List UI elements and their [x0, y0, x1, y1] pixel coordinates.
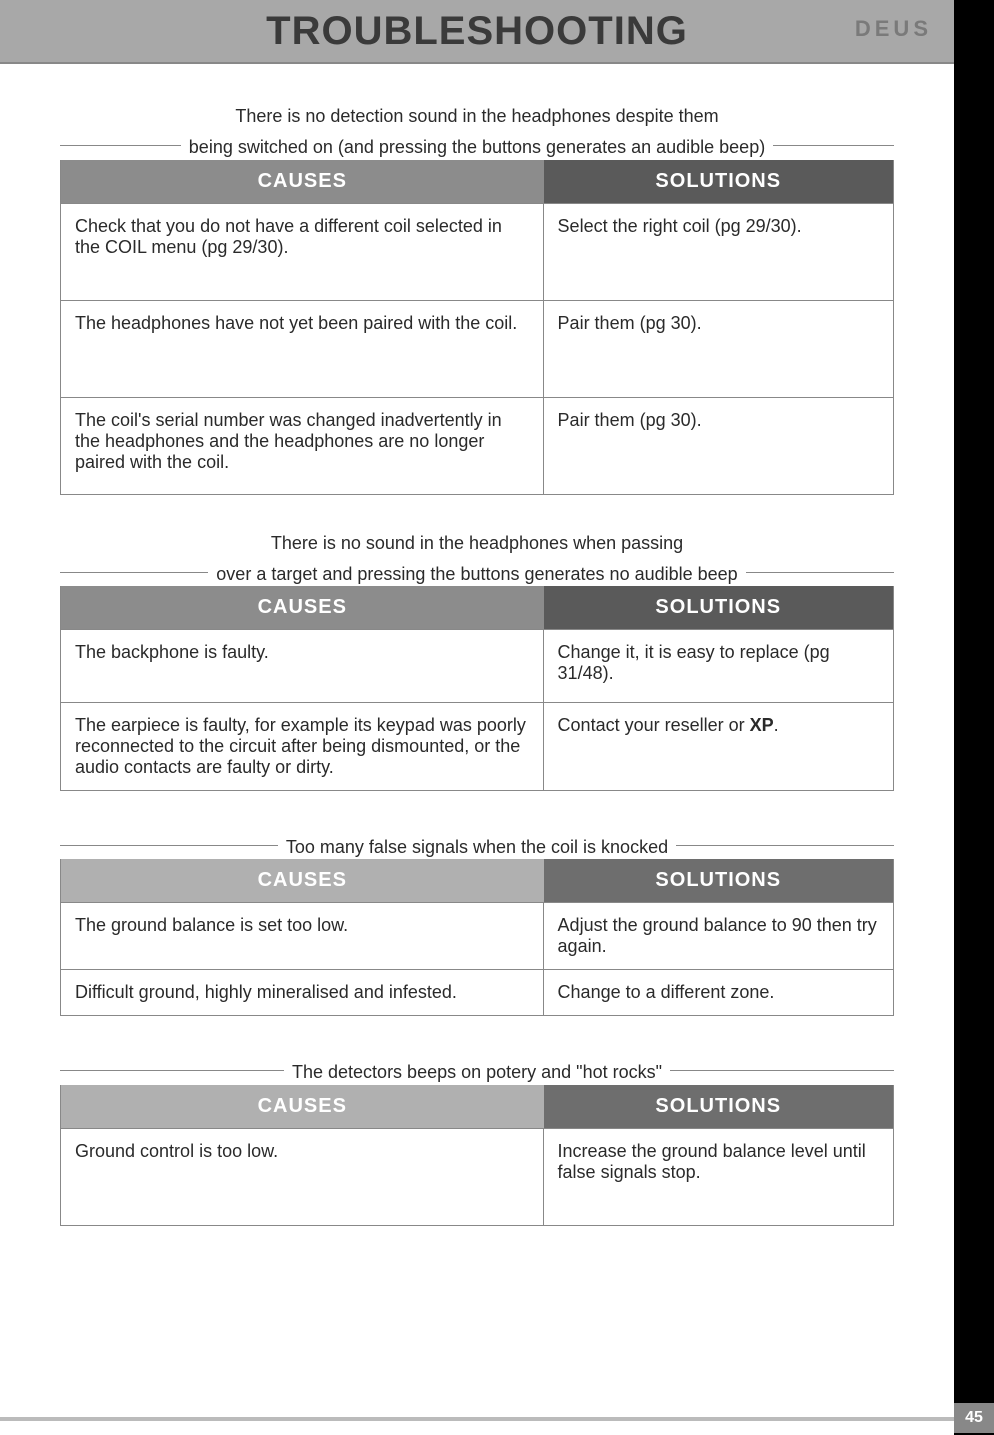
table-row: Difficult ground, highly mineralised and…	[61, 969, 893, 1015]
section-title-wrap: There is no sound in the headphones when…	[60, 531, 894, 555]
footer-bar	[0, 1417, 954, 1421]
header-bar: TROUBLESHOOTING DEUS	[0, 0, 954, 64]
solution-cell: Pair them (pg 30).	[544, 398, 893, 494]
solution-cell: Select the right coil (pg 29/30).	[544, 204, 893, 300]
section-title-line2: being switched on (and pressing the butt…	[181, 135, 773, 159]
table-row: The earpiece is faulty, for example its …	[61, 702, 893, 790]
col-header-solutions: SOLUTIONS	[544, 1085, 893, 1128]
solution-cell: Contact your reseller or XP.	[544, 703, 893, 790]
section-title: The detectors beeps on potery and "hot r…	[284, 1060, 670, 1084]
section-title-line2: over a target and pressing the buttons g…	[208, 562, 745, 586]
section-title-line1: There is no detection sound in the headp…	[235, 106, 718, 126]
col-header-causes: CAUSES	[61, 859, 544, 902]
cause-cell: Difficult ground, highly mineralised and…	[61, 970, 544, 1015]
section-false-signals: Too many false signals when the coil is …	[60, 827, 894, 1016]
solution-cell: Increase the ground balance level until …	[544, 1129, 893, 1225]
solution-cell: Change it, it is easy to replace (pg 31/…	[544, 630, 893, 702]
troubleshooting-table: CAUSES SOLUTIONS Ground control is too l…	[60, 1085, 894, 1226]
col-header-causes: CAUSES	[61, 1085, 544, 1128]
table-header-row: CAUSES SOLUTIONS	[61, 859, 893, 902]
cause-cell: The ground balance is set too low.	[61, 903, 544, 969]
section-title-line2-wrap: over a target and pressing the buttons g…	[60, 554, 894, 586]
table-header-row: CAUSES SOLUTIONS	[61, 160, 893, 203]
solution-text-pre: Contact your reseller or	[558, 715, 750, 735]
section-title: There is no detection sound in the headp…	[227, 104, 726, 128]
page-title: TROUBLESHOOTING	[266, 9, 688, 54]
col-header-solutions: SOLUTIONS	[544, 586, 893, 629]
solution-cell: Pair them (pg 30).	[544, 301, 893, 397]
section-no-detection-sound: There is no detection sound in the headp…	[60, 104, 894, 495]
col-header-solutions: SOLUTIONS	[544, 160, 893, 203]
solution-text-bold: XP	[750, 715, 774, 735]
right-black-bar	[954, 0, 994, 1435]
table-row: The backphone is faulty. Change it, it i…	[61, 629, 893, 702]
col-header-causes: CAUSES	[61, 586, 544, 629]
solution-cell: Adjust the ground balance to 90 then try…	[544, 903, 893, 969]
table-row: The coil's serial number was changed ina…	[61, 397, 893, 494]
table-row: Ground control is too low. Increase the …	[61, 1128, 893, 1225]
cause-cell: The headphones have not yet been paired …	[61, 301, 544, 397]
table-header-row: CAUSES SOLUTIONS	[61, 586, 893, 629]
section-title-wrap: There is no detection sound in the headp…	[60, 104, 894, 128]
col-header-solutions: SOLUTIONS	[544, 859, 893, 902]
section-no-sound-target: There is no sound in the headphones when…	[60, 531, 894, 792]
cause-cell: The coil's serial number was changed ina…	[61, 398, 544, 494]
cause-cell: The backphone is faulty.	[61, 630, 544, 702]
troubleshooting-table: CAUSES SOLUTIONS The backphone is faulty…	[60, 586, 894, 791]
table-header-row: CAUSES SOLUTIONS	[61, 1085, 893, 1128]
solution-text-post: .	[774, 715, 779, 735]
table-row: The ground balance is set too low. Adjus…	[61, 902, 893, 969]
cause-cell: Check that you do not have a different c…	[61, 204, 544, 300]
brand-logo: DEUS	[855, 16, 932, 42]
section-hot-rocks: The detectors beeps on potery and "hot r…	[60, 1052, 894, 1225]
table-row: Check that you do not have a different c…	[61, 203, 893, 300]
cause-cell: Ground control is too low.	[61, 1129, 544, 1225]
solution-cell: Change to a different zone.	[544, 970, 893, 1015]
content-area: There is no detection sound in the headp…	[0, 64, 954, 1226]
col-header-causes: CAUSES	[61, 160, 544, 203]
page-number: 45	[954, 1403, 994, 1433]
section-title-wrap: The detectors beeps on potery and "hot r…	[60, 1052, 894, 1084]
section-title-line2-wrap: being switched on (and pressing the butt…	[60, 127, 894, 159]
section-title-wrap: Too many false signals when the coil is …	[60, 827, 894, 859]
cause-cell: The earpiece is faulty, for example its …	[61, 703, 544, 790]
section-title: Too many false signals when the coil is …	[278, 835, 676, 859]
troubleshooting-table: CAUSES SOLUTIONS Check that you do not h…	[60, 160, 894, 495]
section-title-line1: There is no sound in the headphones when…	[271, 533, 683, 553]
table-row: The headphones have not yet been paired …	[61, 300, 893, 397]
section-title: There is no sound in the headphones when…	[263, 531, 691, 555]
troubleshooting-table: CAUSES SOLUTIONS The ground balance is s…	[60, 859, 894, 1016]
